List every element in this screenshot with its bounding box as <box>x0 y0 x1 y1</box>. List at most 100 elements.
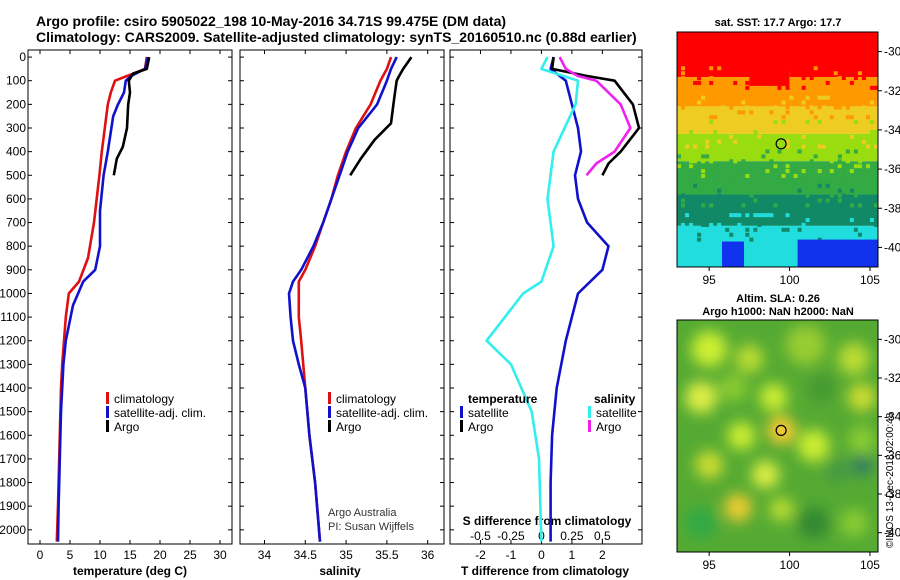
x-tick-label: 25 <box>183 548 197 562</box>
legend-swatch-argo <box>106 420 109 432</box>
sst-pixel <box>801 90 806 95</box>
sst-pixel <box>701 159 706 164</box>
sst-pixel <box>721 46 726 51</box>
sst-pixel <box>777 32 782 36</box>
sst-pixel <box>769 213 774 218</box>
lat-tick-label: -34 <box>884 123 900 137</box>
sst-pixel <box>713 242 718 247</box>
sst-pixel <box>705 144 710 149</box>
sst-pixel <box>733 144 738 149</box>
sst-pixel <box>717 203 722 208</box>
sst-pixel <box>793 61 798 66</box>
sst-pixel <box>765 213 770 218</box>
sst-pixel <box>801 222 806 227</box>
sst-pixel <box>805 100 810 105</box>
sst-pixel <box>709 125 714 130</box>
sst-pixel <box>741 80 746 85</box>
sst-pixel <box>717 149 722 154</box>
legend-swatch-s-satellite <box>588 406 591 418</box>
depth-tick-label: 300 <box>6 121 26 135</box>
salinity-legend: climatology satellite-adj. clim. Argo <box>328 392 428 434</box>
sst-pixel <box>733 237 738 242</box>
sst-pixel <box>785 213 790 218</box>
sla-blob <box>759 383 788 412</box>
lon-tick-label: 100 <box>780 558 800 572</box>
lat-tick-label: -30 <box>884 45 900 59</box>
sst-pixel <box>721 51 726 56</box>
x-tick-label: 15 <box>123 548 137 562</box>
sst-pixel <box>861 139 866 144</box>
sst-pixel <box>685 144 690 149</box>
x-tick-label: 2 <box>599 548 606 562</box>
sst-pixel <box>773 105 778 110</box>
sst-pixel <box>785 105 790 110</box>
series-line-argo <box>349 56 413 176</box>
sst-pixel <box>809 110 814 115</box>
sst-pixel <box>753 247 758 252</box>
sst-pixel <box>745 80 750 85</box>
sst-pixel <box>713 169 718 174</box>
sst-pixel <box>693 115 698 120</box>
sst-pixel <box>817 164 822 169</box>
sst-pixel <box>797 115 802 120</box>
sst-pixel <box>745 85 750 90</box>
sst-pixel <box>717 227 722 232</box>
sst-pixel <box>813 115 818 120</box>
sst-pixel <box>761 120 766 125</box>
sst-pixel <box>745 183 750 188</box>
sst-pixel <box>873 222 878 227</box>
sst-pixel <box>733 178 738 183</box>
sst-pixel <box>721 134 726 139</box>
sst-pixel <box>773 144 778 149</box>
sst-pixel <box>725 218 730 223</box>
sst-pixel <box>733 213 738 218</box>
series-line-satellite-adj-clim- <box>287 56 398 542</box>
sst-pixel <box>685 257 690 262</box>
sst-pixel <box>865 115 870 120</box>
sst-pixel <box>797 183 802 188</box>
lat-tick-label: -30 <box>884 332 900 346</box>
sst-pixel <box>701 208 706 213</box>
sst-pixel <box>837 188 842 193</box>
x-tick-label: 35 <box>339 548 353 562</box>
sst-pixel <box>713 120 718 125</box>
sst-pixel <box>837 105 842 110</box>
sst-pixel <box>677 56 681 61</box>
sst-pixel <box>701 169 706 174</box>
sst-pixel <box>681 262 686 267</box>
sst-pixel <box>861 51 866 56</box>
sst-pixel <box>681 242 686 247</box>
sst-pixel <box>817 169 822 174</box>
s-tick-label: 0.25 <box>560 529 584 543</box>
sst-pixel <box>741 134 746 139</box>
sst-pixel <box>805 164 810 169</box>
sst-pixel <box>797 100 802 105</box>
sst-pixel <box>853 46 858 51</box>
sst-pixel <box>789 139 794 144</box>
sla-blob <box>719 373 748 402</box>
sst-pixel <box>741 110 746 115</box>
sst-pixel <box>681 71 686 76</box>
sst-pixel <box>729 213 734 218</box>
sst-pixel <box>849 203 854 208</box>
lat-tick-label: -40 <box>884 240 900 254</box>
lat-tick-label: -32 <box>884 371 900 385</box>
sst-pixel <box>853 227 858 232</box>
sst-pixel <box>821 100 826 105</box>
sst-pixel <box>677 100 681 105</box>
sst-pixel <box>813 154 818 159</box>
sst-pixel <box>781 218 786 223</box>
sst-pixel <box>677 61 681 66</box>
depth-tick-label: 600 <box>6 192 26 206</box>
legend-swatch-s-argo <box>588 420 591 432</box>
sst-pixel <box>701 188 706 193</box>
sst-pixel <box>853 76 858 81</box>
sst-pixel <box>857 164 862 169</box>
sst-pixel <box>773 164 778 169</box>
sst-pixel <box>849 188 854 193</box>
sst-pixel <box>777 144 782 149</box>
sst-pixel <box>717 41 722 46</box>
sst-pixel <box>869 218 874 223</box>
sst-pixel <box>777 198 782 203</box>
x-tick-label: 20 <box>153 548 167 562</box>
